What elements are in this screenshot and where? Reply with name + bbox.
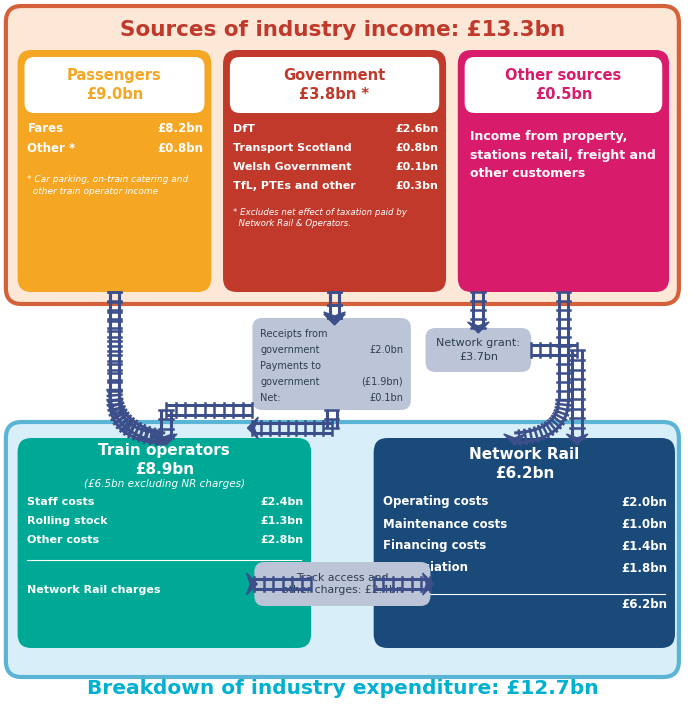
Text: Network Rail charges: Network Rail charges (27, 585, 161, 595)
FancyBboxPatch shape (458, 50, 669, 292)
Text: government: government (260, 377, 320, 387)
Text: (£6.5bn excluding NR charges): (£6.5bn excluding NR charges) (84, 479, 245, 489)
FancyBboxPatch shape (253, 318, 411, 410)
Polygon shape (423, 573, 433, 595)
FancyBboxPatch shape (25, 57, 204, 113)
Text: Train operators
£8.9bn: Train operators £8.9bn (99, 443, 230, 477)
Polygon shape (468, 322, 489, 333)
FancyBboxPatch shape (18, 50, 211, 292)
Text: Payments to: Payments to (260, 361, 321, 371)
FancyBboxPatch shape (374, 438, 675, 648)
Text: Staff costs: Staff costs (27, 497, 94, 507)
Text: Operating costs: Operating costs (384, 496, 489, 508)
Polygon shape (566, 434, 588, 445)
Polygon shape (324, 312, 345, 323)
Text: £0.1bn: £0.1bn (369, 393, 403, 403)
FancyBboxPatch shape (465, 57, 662, 113)
Text: Net:: Net: (260, 393, 281, 403)
FancyBboxPatch shape (254, 562, 430, 606)
Text: £8.2bn: £8.2bn (158, 123, 204, 135)
Text: £2.4bn: £2.4bn (260, 585, 303, 595)
Text: Track access and
other charges: £2.4bn: Track access and other charges: £2.4bn (282, 572, 402, 596)
Text: £0.8bn: £0.8bn (395, 143, 438, 153)
Text: Welsh Government: Welsh Government (233, 162, 351, 172)
Polygon shape (504, 434, 525, 445)
Text: £0.8bn: £0.8bn (158, 142, 204, 156)
Text: £1.3bn: £1.3bn (260, 516, 303, 526)
Polygon shape (246, 573, 258, 595)
Text: Government
£3.8bn *: Government £3.8bn * (284, 68, 386, 102)
Text: government: government (260, 345, 320, 355)
Text: * Car parking, on-train catering and
  other train operator income: * Car parking, on-train catering and oth… (27, 175, 188, 196)
Text: DfT: DfT (233, 124, 255, 134)
FancyBboxPatch shape (6, 6, 679, 304)
Text: Other costs: Other costs (27, 535, 99, 545)
Text: * Excludes net effect of taxation paid by
  Network Rail & Operators.: * Excludes net effect of taxation paid b… (233, 208, 407, 228)
Text: £6.5bn: £6.5bn (260, 564, 303, 574)
Text: Sources of industry income: £13.3bn: Sources of industry income: £13.3bn (120, 20, 565, 40)
FancyBboxPatch shape (426, 328, 531, 372)
Text: Other sources
£0.5bn: Other sources £0.5bn (505, 68, 622, 102)
Text: TfL, PTEs and other: TfL, PTEs and other (233, 181, 356, 191)
FancyBboxPatch shape (223, 50, 446, 292)
Text: £0.3bn: £0.3bn (395, 181, 438, 191)
Text: £0.1bn: £0.1bn (395, 162, 438, 172)
Polygon shape (150, 434, 172, 445)
Text: £2.4bn: £2.4bn (260, 497, 303, 507)
Text: Network grant:
£3.7bn: Network grant: £3.7bn (436, 338, 520, 362)
Polygon shape (153, 434, 175, 445)
Text: (£1.9bn): (£1.9bn) (361, 377, 403, 387)
Polygon shape (155, 434, 177, 445)
Text: £1.8bn: £1.8bn (621, 561, 667, 575)
FancyBboxPatch shape (18, 438, 311, 648)
Text: £6.2bn: £6.2bn (621, 598, 667, 611)
Text: Income from property,
stations retail, freight and
other customers: Income from property, stations retail, f… (470, 130, 655, 180)
Text: Transport Scotland: Transport Scotland (233, 143, 351, 153)
FancyBboxPatch shape (6, 422, 679, 677)
Text: Financing costs: Financing costs (384, 539, 486, 553)
Text: Other *: Other * (27, 142, 76, 156)
Text: Rolling stock: Rolling stock (27, 516, 108, 526)
Text: Receipts from: Receipts from (260, 329, 328, 339)
Text: Passengers
£9.0bn: Passengers £9.0bn (67, 68, 162, 102)
Text: Fares: Fares (27, 123, 64, 135)
Text: Depreciation: Depreciation (384, 561, 468, 575)
Text: Maintenance costs: Maintenance costs (384, 517, 508, 530)
Text: £2.6bn: £2.6bn (395, 124, 438, 134)
Polygon shape (248, 417, 258, 439)
FancyBboxPatch shape (230, 57, 439, 113)
Text: £2.0bn: £2.0bn (622, 496, 667, 508)
Text: £1.4bn: £1.4bn (621, 539, 667, 553)
Text: Breakdown of industry expenditure: £12.7bn: Breakdown of industry expenditure: £12.7… (87, 678, 598, 697)
Text: £2.0bn: £2.0bn (369, 345, 403, 355)
Text: £2.8bn: £2.8bn (260, 535, 303, 545)
Text: £1.0bn: £1.0bn (622, 517, 667, 530)
Polygon shape (324, 314, 345, 325)
Text: Network Rail
£6.2bn: Network Rail £6.2bn (469, 447, 580, 481)
